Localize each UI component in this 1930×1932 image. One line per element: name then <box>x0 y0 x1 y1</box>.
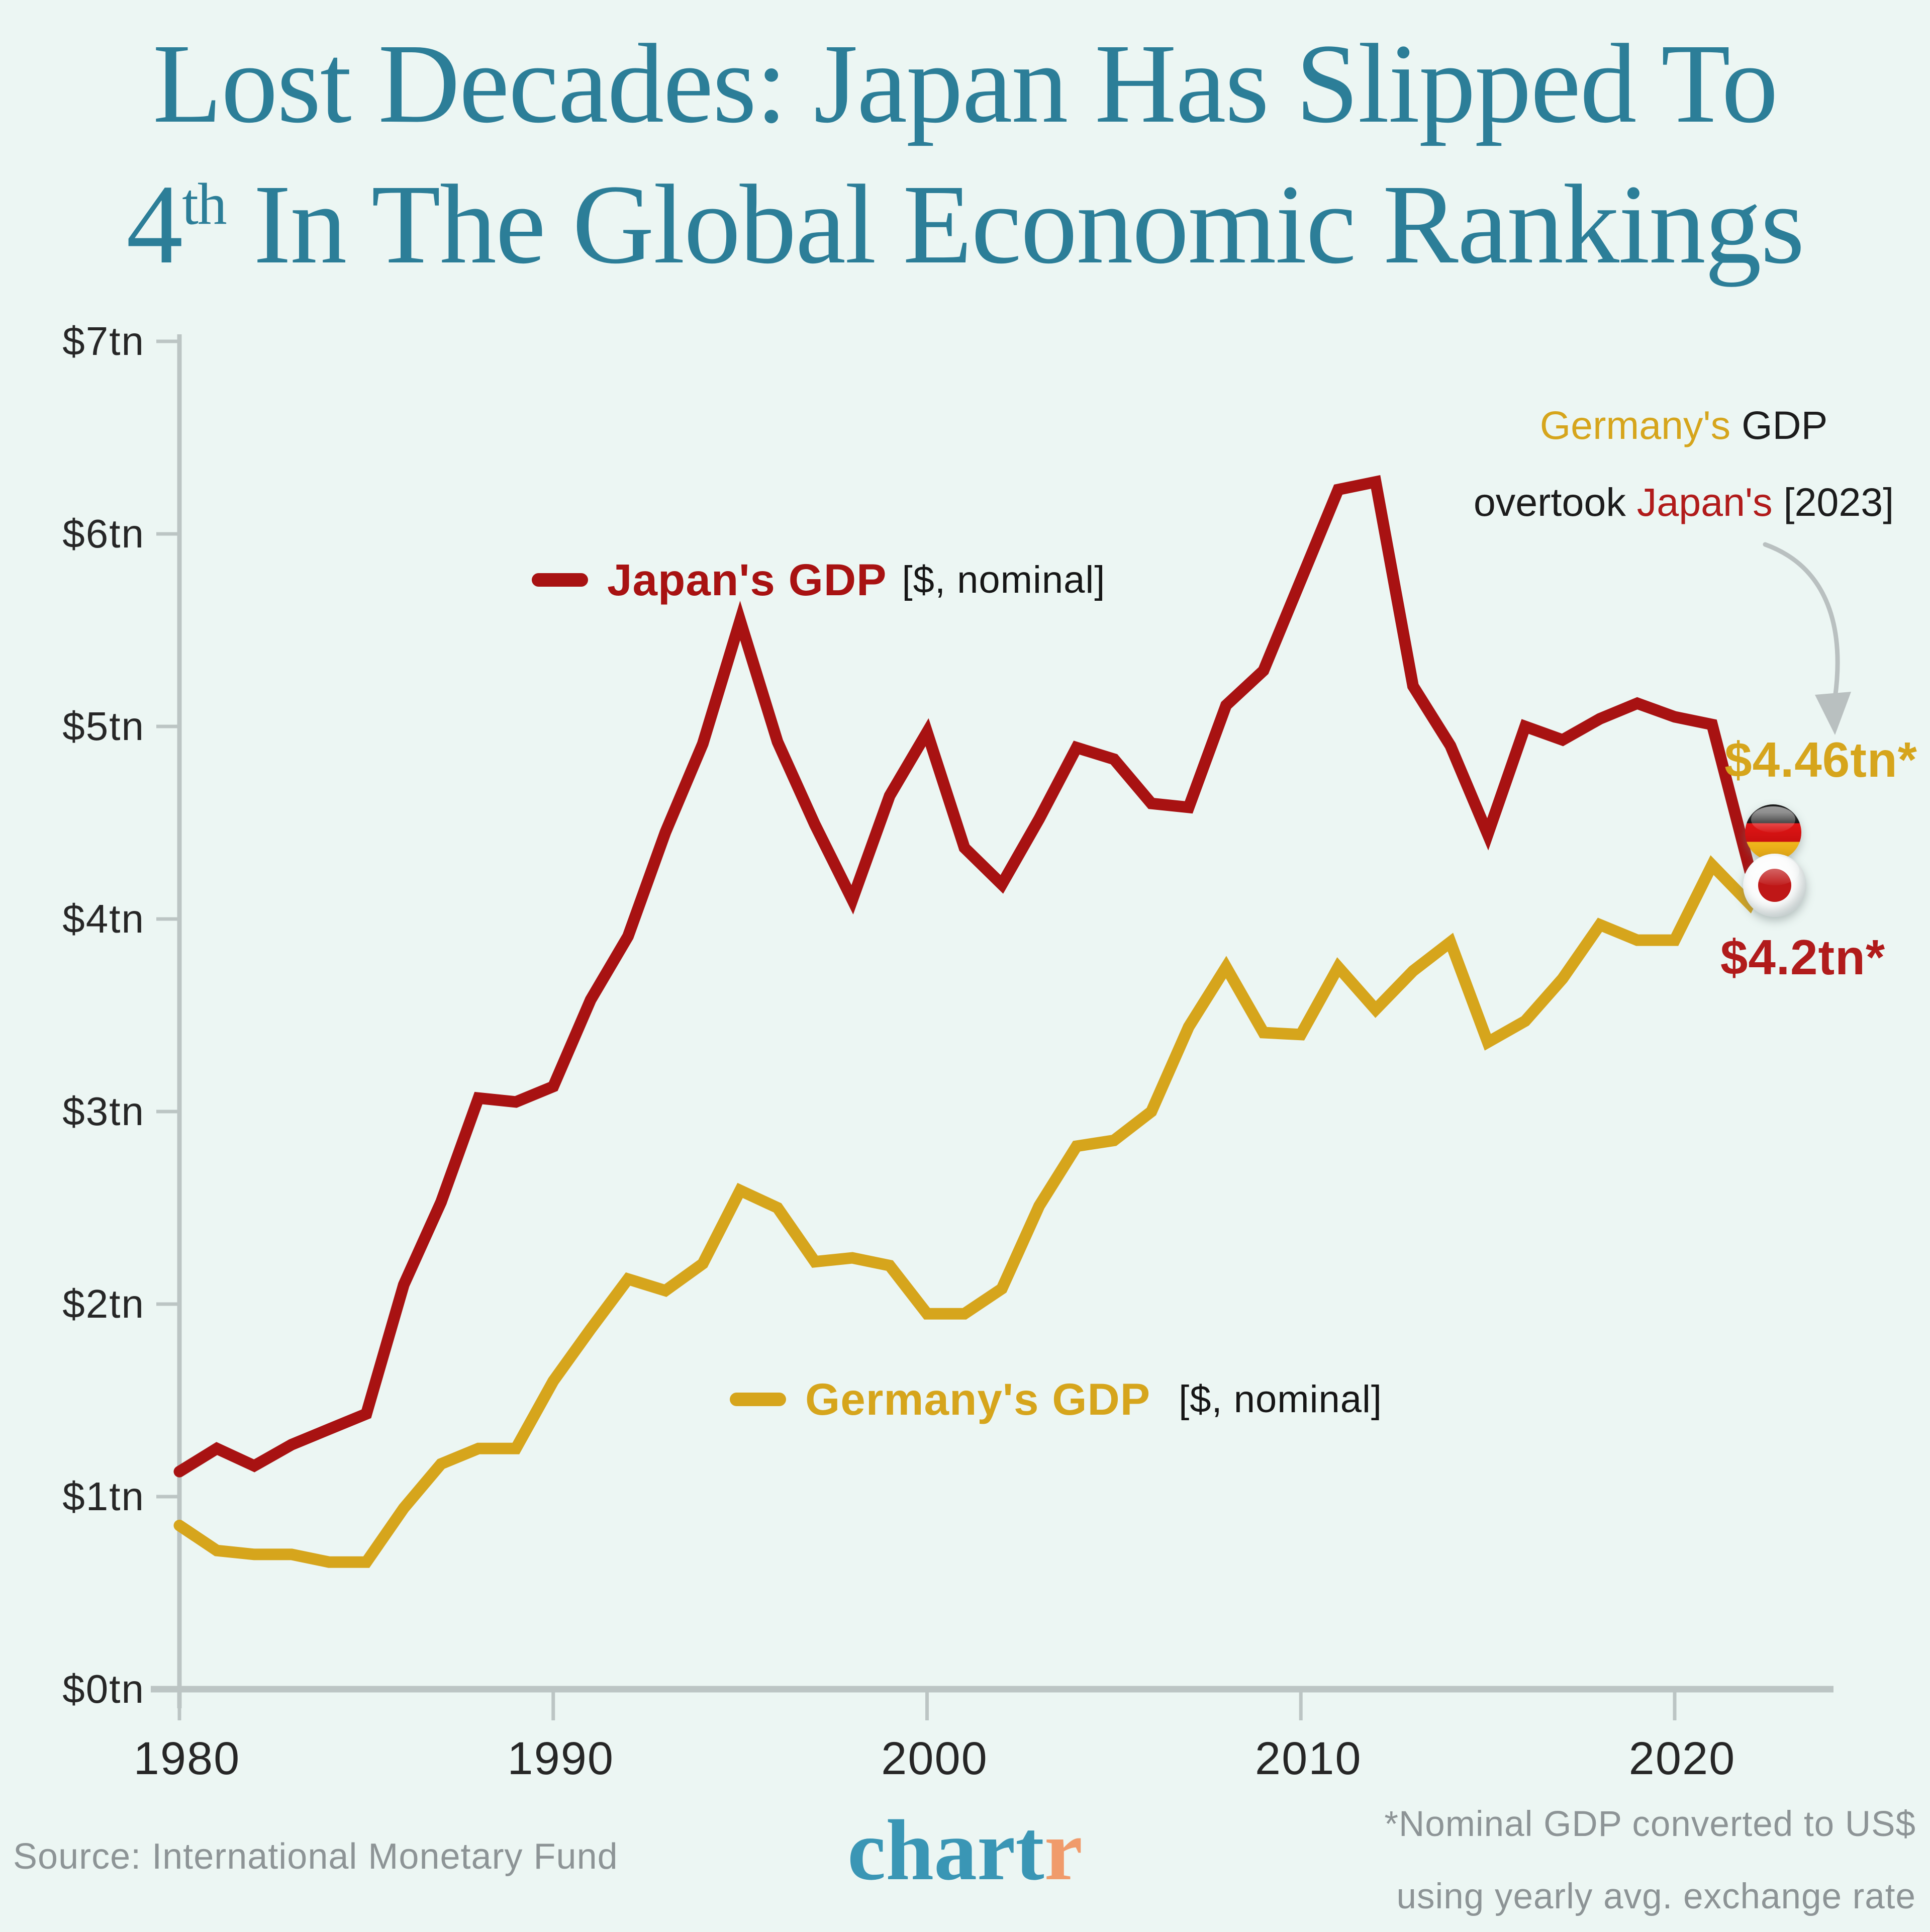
legend-japan: Japan's GDP [$, nominal] <box>532 554 1105 606</box>
x-axis-label: 2000 <box>881 1733 988 1784</box>
y-axis-label: $1tn <box>62 1474 145 1519</box>
y-axis-label: $5tn <box>62 704 145 749</box>
legend-germany-label: Germany's GDP <box>805 1374 1151 1424</box>
overtake-annotation: Germany's GDP overtook Japan's [2023] <box>1442 401 1925 526</box>
germany-value-callout: $4.46tn* <box>1724 732 1917 787</box>
japan-value-callout: $4.2tn* <box>1720 930 1886 985</box>
y-axis-label: $0tn <box>62 1667 145 1711</box>
annotation-arrow-icon <box>1763 542 1851 735</box>
x-axis-label: 1990 <box>507 1733 615 1784</box>
legend-germany: Germany's GDP [$, nominal] <box>730 1373 1382 1425</box>
y-axis-label: $3tn <box>62 1089 145 1134</box>
title-superscript: th <box>182 171 227 237</box>
japan-flag-icon <box>1743 854 1806 917</box>
footnote-line-2: using yearly avg. exchange rate <box>1396 1877 1916 1916</box>
germany-flag-icon <box>1745 804 1801 861</box>
legend-japan-unit: [$, nominal] <box>902 559 1106 601</box>
y-axis-label: $4tn <box>62 896 145 941</box>
y-axis-label: $2tn <box>62 1281 145 1326</box>
x-axis-label: 2020 <box>1628 1733 1736 1784</box>
title-line-1: Lost Decades: Japan Has Slipped To <box>152 21 1778 146</box>
overtake-annotation-line-2: overtook Japan's [2023] <box>1473 480 1894 524</box>
x-axis-label: 2010 <box>1254 1733 1362 1784</box>
legend-germany-unit: [$, nominal] <box>1179 1378 1382 1421</box>
chartr-logo: chartr <box>847 1803 1083 1898</box>
x-axis-label: 1980 <box>133 1733 241 1784</box>
legend-japan-label: Japan's GDP <box>607 555 887 605</box>
source-credit: Source: International Monetary Fund <box>13 1836 618 1877</box>
footnote-line-1: *Nominal GDP converted to US$ <box>1384 1804 1916 1844</box>
series-line-japan <box>173 475 1793 1478</box>
germany-line-swatch-icon <box>730 1393 786 1406</box>
series-layer <box>173 475 1793 1568</box>
japan-line-swatch-icon <box>532 573 588 587</box>
page-title: Lost Decades: Japan Has Slipped To 4th I… <box>0 13 1930 295</box>
overtake-annotation-line-1: Germany's GDP <box>1539 403 1828 447</box>
y-axis-label: $7tn <box>62 319 145 363</box>
y-axis-label: $6tn <box>62 511 145 556</box>
series-line-germany <box>173 824 1793 1568</box>
title-line-2: 4th In The Global Economic Rankings <box>126 161 1805 287</box>
japan-flag-dot <box>1758 869 1791 902</box>
axes-layer <box>151 334 1833 1720</box>
